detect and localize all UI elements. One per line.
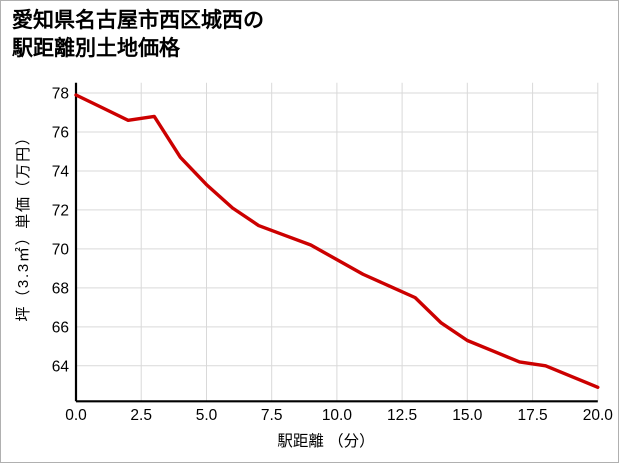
svg-text:64: 64 <box>52 358 70 375</box>
svg-text:坪（3.3㎡）単価（万円）: 坪（3.3㎡）単価（万円） <box>15 129 32 322</box>
svg-text:68: 68 <box>52 280 69 297</box>
svg-text:74: 74 <box>52 164 70 181</box>
svg-text:72: 72 <box>52 202 69 219</box>
svg-text:駅距離 （分）: 駅距離 （分） <box>277 432 374 450</box>
svg-text:17.5: 17.5 <box>518 407 548 424</box>
svg-text:5.0: 5.0 <box>196 407 218 424</box>
svg-text:12.5: 12.5 <box>387 407 417 424</box>
svg-text:76: 76 <box>52 125 69 142</box>
svg-text:0.0: 0.0 <box>65 407 87 424</box>
svg-text:15.0: 15.0 <box>452 407 483 424</box>
svg-text:10.0: 10.0 <box>322 407 353 424</box>
svg-text:20.0: 20.0 <box>583 407 614 424</box>
svg-text:70: 70 <box>52 241 70 258</box>
svg-text:2.5: 2.5 <box>130 407 152 424</box>
svg-text:66: 66 <box>52 319 69 336</box>
svg-text:78: 78 <box>52 86 69 103</box>
svg-text:7.5: 7.5 <box>261 407 283 424</box>
